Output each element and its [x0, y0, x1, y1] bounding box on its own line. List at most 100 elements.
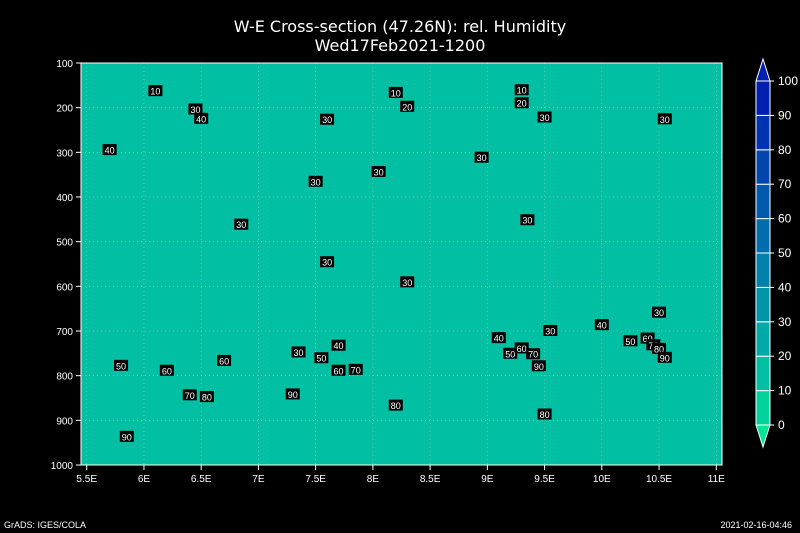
contour-label-bg — [199, 391, 214, 403]
contour-label-bg — [217, 354, 232, 366]
contour-label: 30 — [540, 113, 550, 123]
contour-label-bg — [400, 100, 415, 112]
contour-label: 50 — [505, 349, 515, 359]
contour-label-bg — [331, 364, 346, 376]
contour-label: 70 — [528, 350, 538, 360]
colorbar-segment — [755, 218, 771, 254]
colorbar-label: 50 — [778, 246, 792, 260]
contour-label: 30 — [374, 167, 384, 177]
contour-label-bg — [188, 103, 203, 115]
contour-label: 80 — [202, 393, 212, 403]
y-tick-label: 300 — [56, 148, 73, 159]
y-tick-label: 600 — [56, 282, 73, 293]
colorbar-label: 70 — [778, 177, 792, 191]
contour-label-bg — [320, 113, 335, 125]
contour-label-bg — [371, 165, 386, 177]
contour-label-bg — [543, 325, 558, 336]
y-tick-label: 1000 — [51, 461, 74, 472]
contour-label: 30 — [311, 177, 321, 187]
colorbar-segment — [755, 183, 771, 220]
colorbar-label: 90 — [778, 108, 792, 122]
x-tick-label: 8E — [367, 474, 380, 485]
contour-label: 60 — [334, 366, 344, 376]
contour-label: 80 — [540, 410, 550, 420]
contour-label: 50 — [625, 337, 635, 347]
contour-label-bg — [119, 430, 134, 442]
contour-label-bg — [537, 111, 552, 123]
contour-label-bg — [308, 175, 323, 187]
contour-label-bg — [526, 348, 541, 360]
contour-label: 70 — [351, 365, 361, 375]
colorbar-segment — [755, 286, 771, 323]
footer-credit: GrADS: IGES/COLA — [4, 520, 87, 530]
x-tick-label: 6E — [138, 474, 151, 485]
y-tick-label: 500 — [56, 238, 73, 249]
colorbar-bottom-arrow — [755, 424, 771, 449]
colorbar-label: 60 — [778, 212, 792, 226]
contour-label-bg — [491, 332, 506, 344]
x-tick-label: 10E — [593, 474, 611, 485]
colorbar-label: 30 — [778, 315, 792, 329]
contour-label: 60 — [162, 366, 172, 376]
contour-label: 30 — [402, 278, 412, 288]
contour-label: 30 — [660, 115, 670, 125]
colorbar-label: 80 — [778, 143, 792, 157]
contour-label-bg — [594, 319, 609, 331]
contour-label: 40 — [196, 114, 206, 124]
contour-label-bg — [623, 335, 638, 347]
contour-label-bg — [514, 97, 529, 109]
contour-label: 30 — [190, 105, 200, 115]
contour-label: 30 — [477, 153, 487, 163]
y-tick-label: 200 — [56, 104, 73, 115]
contour-label-bg — [388, 399, 403, 411]
contour-label-bg — [652, 306, 667, 318]
contour-label: 30 — [293, 348, 303, 358]
chart-title: W-E Cross-section (47.26N): rel. Humidit… — [233, 17, 567, 36]
x-tick-label: 7E — [252, 474, 265, 485]
contour-label: 70 — [185, 391, 195, 401]
contour-label-bg — [102, 144, 117, 156]
contour-label: 40 — [334, 341, 344, 351]
contour-label-bg — [159, 364, 174, 376]
contour-label: 30 — [522, 216, 532, 226]
colorbar-segment — [755, 149, 771, 185]
colorbar-label: 20 — [778, 349, 792, 363]
contour-label-bg — [234, 218, 249, 230]
contour-label-bg — [537, 408, 552, 420]
contour-label: 90 — [288, 390, 298, 400]
contour-label: 50 — [116, 361, 126, 371]
plot-frame — [80, 62, 723, 466]
colorbar-label: 100 — [778, 74, 798, 88]
contour-label-bg — [194, 112, 209, 124]
contour-label: 10 — [391, 88, 401, 98]
contour-label: 30 — [545, 327, 555, 337]
chart-subtitle: Wed17Feb2021-1200 — [314, 36, 486, 55]
contour-label: 40 — [597, 321, 607, 331]
contour-label: 60 — [219, 356, 229, 366]
contour-label: 30 — [236, 220, 246, 230]
contour-label: 20 — [517, 99, 527, 109]
colorbar-segment — [755, 252, 771, 288]
contour-label: 40 — [105, 146, 115, 156]
contour-label-bg — [331, 339, 346, 351]
colorbar-segment — [755, 355, 771, 392]
y-tick-label: 800 — [56, 372, 73, 383]
colorbar-top-arrow — [755, 57, 771, 82]
contour-label: 90 — [534, 362, 544, 372]
colorbar-segment — [755, 80, 771, 116]
contour-label-bg — [148, 85, 163, 97]
contour-label-bg — [114, 359, 129, 371]
y-tick-label: 700 — [56, 327, 73, 338]
contour-label: 80 — [391, 401, 401, 411]
footer-timestamp: 2021-02-16-04:46 — [720, 520, 792, 530]
contour-label-bg — [514, 84, 529, 96]
contour-label: 10 — [150, 87, 160, 97]
contour-label: 40 — [494, 334, 504, 344]
contour-label-bg — [182, 389, 197, 401]
contour-label: 60 — [517, 344, 527, 354]
contour-label: 60 — [643, 334, 653, 344]
contour-label-bg — [520, 214, 535, 226]
contour-label: 50 — [316, 354, 326, 364]
contour-label-bg — [285, 388, 300, 400]
